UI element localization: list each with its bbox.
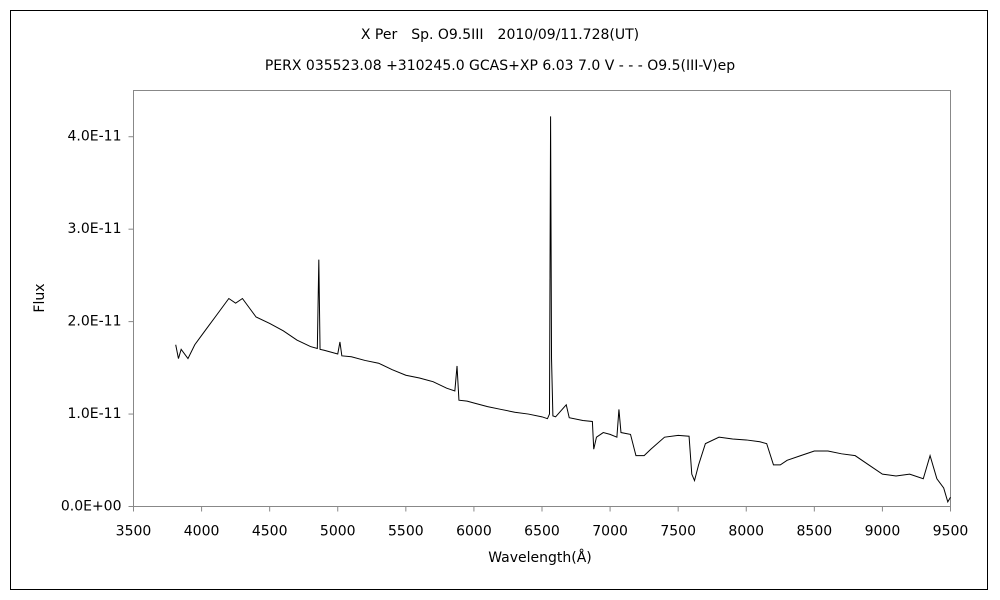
y-tick-label: 4.0E-11: [68, 129, 122, 145]
x-tick-label: 6500: [524, 524, 560, 540]
x-tick-label: 9000: [865, 524, 901, 540]
spectrum-line: [175, 116, 951, 504]
x-tick-label: 5500: [388, 524, 424, 540]
chart-subtitle: PERX 035523.08 +310245.0 GCAS+XP 6.03 7.…: [265, 58, 735, 74]
x-axis-label: Wavelength(Å): [488, 549, 592, 566]
x-tick-label: 6000: [456, 524, 492, 540]
x-tick-label: 3500: [116, 524, 152, 540]
x-tick-label: 4500: [252, 524, 288, 540]
y-axis-label: Flux: [32, 283, 48, 312]
chart-border: [10, 10, 988, 590]
plot-area: [133, 90, 951, 507]
x-tick-label: 7500: [660, 524, 696, 540]
x-tick-label: 4000: [184, 524, 220, 540]
x-tick-label: 8500: [797, 524, 833, 540]
y-tick-label: 1.0E-11: [68, 406, 122, 422]
chart-title: X Per Sp. O9.5III 2010/09/11.728(UT): [361, 27, 639, 43]
x-tick-label: 7000: [592, 524, 628, 540]
x-tick-label: 5000: [320, 524, 356, 540]
y-tick-label: 0.0E+00: [61, 499, 122, 515]
y-tick-label: 3.0E-11: [68, 221, 122, 237]
x-tick-label: 8000: [728, 524, 764, 540]
x-tick-label: 9500: [933, 524, 969, 540]
y-tick-label: 2.0E-11: [68, 314, 122, 330]
